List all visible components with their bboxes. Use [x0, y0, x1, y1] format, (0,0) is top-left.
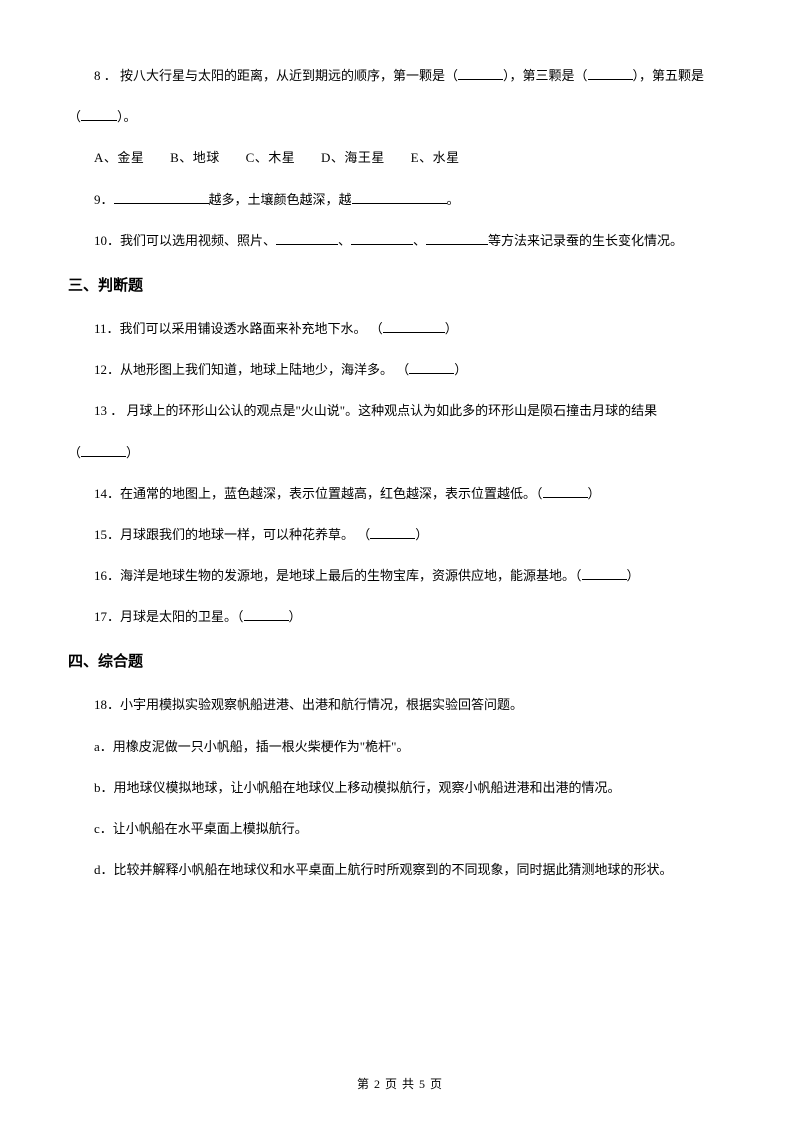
q12-text-2: ）	[454, 362, 467, 377]
q10-text-3: 、	[413, 233, 426, 248]
q9-text-2: 越多，土壤颜色越深，越	[209, 192, 352, 207]
blank	[276, 231, 338, 245]
q8-text-3: ），第五颗是	[633, 68, 705, 83]
question-18-d: d．比较并解释小帆船在地球仪和水平桌面上航行时所观察到的不同现象，同时据此猜测地…	[68, 854, 732, 885]
question-14: 14．在通常的地图上，蓝色越深，表示位置越高，红色越深，表示位置越低。（ ）	[68, 478, 732, 509]
blank	[543, 484, 588, 498]
question-15: 15．月球跟我们的地球一样，可以种花养草。 （ ）	[68, 519, 732, 550]
q8-cont-2: ）。	[117, 109, 137, 124]
q12-text-1: 12．从地形图上我们知道，地球上陆地少，海洋多。 （	[94, 362, 409, 377]
q9-text-3: 。	[447, 192, 460, 207]
q13-text-1: 13 ． 月球上的环形山公认的观点是"火山说"。这种观点认为如此多的环形山是陨石…	[94, 403, 657, 418]
blank	[409, 360, 454, 374]
q14-text-1: 14．在通常的地图上，蓝色越深，表示位置越高，红色越深，表示位置越低。（	[94, 486, 543, 501]
question-11: 11．我们可以采用铺设透水路面来补充地下水。 （ ）	[68, 313, 732, 344]
q15-text-2: ）	[415, 527, 428, 542]
q8-text-1: 8 ． 按八大行星与太阳的距离，从近到期远的顺序，第一颗是（	[94, 68, 458, 83]
question-13: 13 ． 月球上的环形山公认的观点是"火山说"。这种观点认为如此多的环形山是陨石…	[68, 395, 732, 426]
question-18-main: 18．小宇用模拟实验观察帆船进港、出港和航行情况，根据实验回答问题。	[68, 689, 732, 720]
q10-text-1: 10．我们可以选用视频、照片、	[94, 233, 276, 248]
option-a: A、金星	[94, 150, 144, 165]
question-8-cont: （ ）。	[68, 101, 732, 132]
page-footer: 第 2 页 共 5 页	[0, 1075, 800, 1092]
q14-text-2: ）	[588, 486, 601, 501]
q10-text-4: 等方法来记录蚕的生长变化情况。	[488, 233, 683, 248]
q15-text-1: 15．月球跟我们的地球一样，可以种花养草。 （	[94, 527, 370, 542]
blank	[81, 443, 126, 457]
q16-text-1: 16．海洋是地球生物的发源地，是地球上最后的生物宝库，资源供应地，能源基地。（	[94, 568, 582, 583]
blank	[588, 66, 633, 80]
blank	[458, 66, 503, 80]
question-17: 17．月球是太阳的卫星。（ ）	[68, 601, 732, 632]
option-d: D、海王星	[321, 150, 385, 165]
blank	[352, 190, 447, 204]
q16-text-2: ）	[627, 568, 640, 583]
question-9: 9． 越多，土壤颜色越深，越 。	[68, 184, 732, 215]
q8-options: A、金星 B、地球 C、木星 D、海王星 E、水星	[68, 142, 732, 173]
q11-text-2: ）	[445, 321, 458, 336]
blank	[426, 231, 488, 245]
question-18-a: a．用橡皮泥做一只小帆船，插一根火柴梗作为"桅杆"。	[68, 731, 732, 762]
question-13-cont: （）	[68, 437, 732, 468]
q11-text-1: 11．我们可以采用铺设透水路面来补充地下水。 （	[94, 321, 383, 336]
blank	[244, 607, 289, 621]
question-18-b: b．用地球仪模拟地球，让小帆船在地球仪上移动模拟航行，观察小帆船进港和出港的情况…	[68, 772, 732, 803]
q8-cont-1: （	[68, 109, 81, 124]
q13-cont-1: （	[68, 445, 81, 460]
q8-text-2: ），第三颗是（	[503, 68, 588, 83]
question-10: 10．我们可以选用视频、照片、 、 、 等方法来记录蚕的生长变化情况。	[68, 225, 732, 256]
question-12: 12．从地形图上我们知道，地球上陆地少，海洋多。 （ ）	[68, 354, 732, 385]
section-3-header: 三、判断题	[68, 274, 732, 295]
question-8: 8 ． 按八大行星与太阳的距离，从近到期远的顺序，第一颗是（ ），第三颗是（ ），第…	[68, 60, 732, 91]
question-18-c: c．让小帆船在水平桌面上模拟航行。	[68, 813, 732, 844]
blank	[81, 107, 117, 121]
q17-text-2: ）	[289, 609, 302, 624]
section-4-header: 四、综合题	[68, 650, 732, 671]
blank	[383, 319, 445, 333]
blank	[582, 566, 627, 580]
option-e: E、水星	[411, 150, 460, 165]
blank	[114, 190, 209, 204]
option-b: B、地球	[170, 150, 220, 165]
blank	[370, 525, 415, 539]
q17-text-1: 17．月球是太阳的卫星。（	[94, 609, 244, 624]
q13-cont-2: ）	[126, 445, 139, 460]
q10-text-2: 、	[338, 233, 351, 248]
option-c: C、木星	[246, 150, 296, 165]
question-16: 16．海洋是地球生物的发源地，是地球上最后的生物宝库，资源供应地，能源基地。（ ）	[68, 560, 732, 591]
q9-text-1: 9．	[94, 192, 114, 207]
blank	[351, 231, 413, 245]
